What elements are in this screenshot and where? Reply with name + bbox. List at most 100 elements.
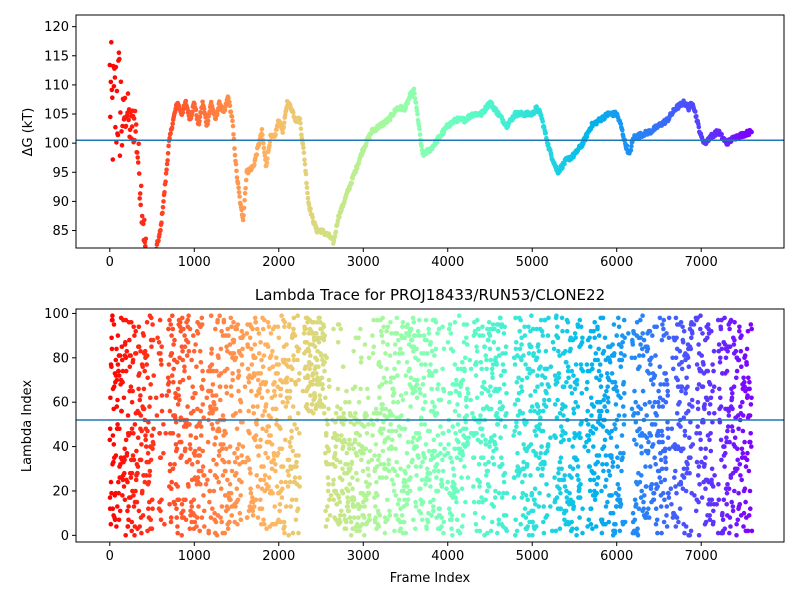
lambda-point — [187, 422, 192, 427]
lambda-point — [494, 411, 500, 416]
lambda-point — [216, 479, 221, 485]
lambda-point — [601, 444, 607, 449]
lambda-point — [287, 415, 293, 421]
lambda-point — [277, 508, 283, 514]
lambda-point — [185, 340, 191, 345]
lambda-point — [159, 344, 164, 350]
lambda-point — [176, 497, 182, 503]
lambda-point — [435, 386, 440, 392]
lambda-point — [427, 499, 433, 505]
lambda-point — [745, 450, 750, 456]
lambda-point — [270, 364, 276, 370]
lambda-point — [429, 373, 435, 378]
lambda-point — [726, 408, 731, 414]
delta-g-point — [113, 64, 119, 70]
lambda-point — [194, 364, 199, 370]
lambda-point — [295, 357, 300, 363]
lambda-point — [429, 386, 434, 392]
delta-g-point — [126, 117, 131, 123]
lambda-point — [519, 388, 525, 394]
lambda-point — [273, 406, 279, 412]
lambda-point — [169, 351, 175, 356]
delta-g-point — [138, 183, 144, 189]
delta-g-point — [257, 141, 262, 146]
lambda-point — [222, 493, 228, 498]
delta-g-point — [419, 143, 424, 149]
lambda-point — [366, 422, 371, 427]
lambda-point — [177, 397, 182, 403]
delta-g-point — [136, 171, 142, 176]
lambda-point — [418, 510, 424, 516]
lambda-point — [530, 326, 536, 332]
x-tick-label: 5000 — [516, 549, 549, 564]
lambda-point — [486, 484, 492, 489]
lambda-point — [436, 468, 441, 474]
lambda-point — [260, 364, 266, 370]
lambda-point — [529, 344, 534, 350]
lambda-point — [558, 506, 563, 512]
lambda-point — [618, 450, 623, 456]
lambda-point — [517, 431, 522, 436]
lambda-point — [408, 404, 413, 409]
lambda-point — [296, 346, 302, 352]
lambda-point — [574, 533, 579, 538]
lambda-point — [283, 437, 288, 443]
delta-g-point — [123, 123, 129, 129]
lambda-point — [502, 368, 508, 374]
lambda-point — [452, 482, 457, 487]
lambda-point — [465, 386, 470, 392]
lambda-point — [274, 484, 280, 489]
lambda-point — [613, 384, 619, 390]
y-tick-label: 95 — [52, 166, 69, 181]
delta-g-point — [618, 121, 624, 127]
lambda-point — [261, 477, 267, 483]
lambda-point — [252, 504, 257, 509]
lambda-point — [525, 462, 530, 467]
lambda-point — [684, 375, 689, 381]
lambda-point — [287, 395, 293, 401]
lambda-point — [344, 519, 349, 525]
lambda-point — [190, 384, 195, 390]
lambda-point — [748, 431, 753, 436]
lambda-point — [698, 446, 704, 452]
lambda-point — [493, 495, 498, 500]
lambda-point — [482, 379, 487, 385]
lambda-point — [404, 450, 410, 456]
lambda-point — [734, 533, 739, 538]
lambda-point — [359, 355, 364, 361]
lambda-point — [274, 355, 279, 361]
lambda-point — [548, 364, 554, 370]
lambda-point — [406, 333, 412, 338]
lambda-point — [729, 499, 734, 505]
lambda-point — [154, 413, 160, 418]
lambda-point — [397, 433, 403, 438]
delta-g-point — [125, 91, 131, 96]
lambda-point — [351, 515, 357, 520]
lambda-point — [235, 322, 241, 327]
lambda-point — [200, 402, 206, 407]
lambda-point — [718, 404, 724, 409]
lambda-point — [198, 360, 204, 365]
lambda-point — [386, 435, 391, 441]
delta-g-point — [236, 185, 241, 191]
lambda-point — [745, 528, 751, 534]
lambda-point — [449, 517, 454, 523]
lambda-point — [452, 362, 458, 367]
lambda-point — [120, 477, 126, 483]
delta-g-point — [259, 127, 265, 132]
lambda-point — [394, 513, 399, 518]
lambda-point — [416, 357, 421, 363]
lambda-point — [721, 497, 727, 503]
lambda-point — [664, 504, 670, 509]
lambda-point — [741, 524, 746, 529]
lambda-point — [238, 517, 244, 523]
delta-g-point — [161, 199, 166, 204]
lambda-point — [398, 346, 403, 352]
lambda-point — [344, 388, 349, 394]
lambda-point — [116, 373, 122, 378]
lambda-point — [291, 326, 296, 332]
delta-g-point — [227, 99, 232, 105]
lambda-point — [379, 333, 385, 338]
lambda-point — [521, 442, 526, 447]
lambda-point — [610, 464, 615, 469]
